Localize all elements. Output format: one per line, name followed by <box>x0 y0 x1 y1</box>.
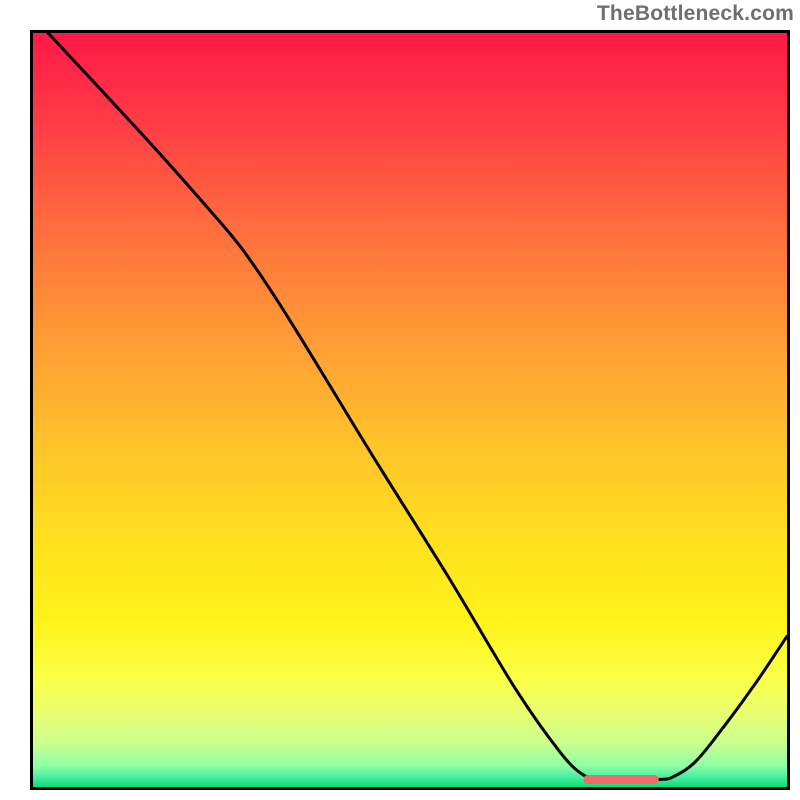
optimal-range-marker <box>583 775 658 784</box>
bottleneck-chart <box>0 0 800 800</box>
chart-background <box>32 32 789 789</box>
chart-frame: TheBottleneck.com <box>0 0 800 800</box>
